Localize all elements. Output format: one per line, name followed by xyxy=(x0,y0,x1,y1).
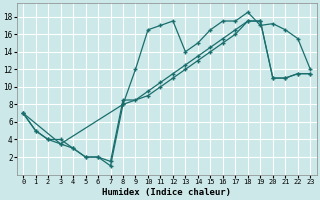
X-axis label: Humidex (Indice chaleur): Humidex (Indice chaleur) xyxy=(102,188,231,197)
